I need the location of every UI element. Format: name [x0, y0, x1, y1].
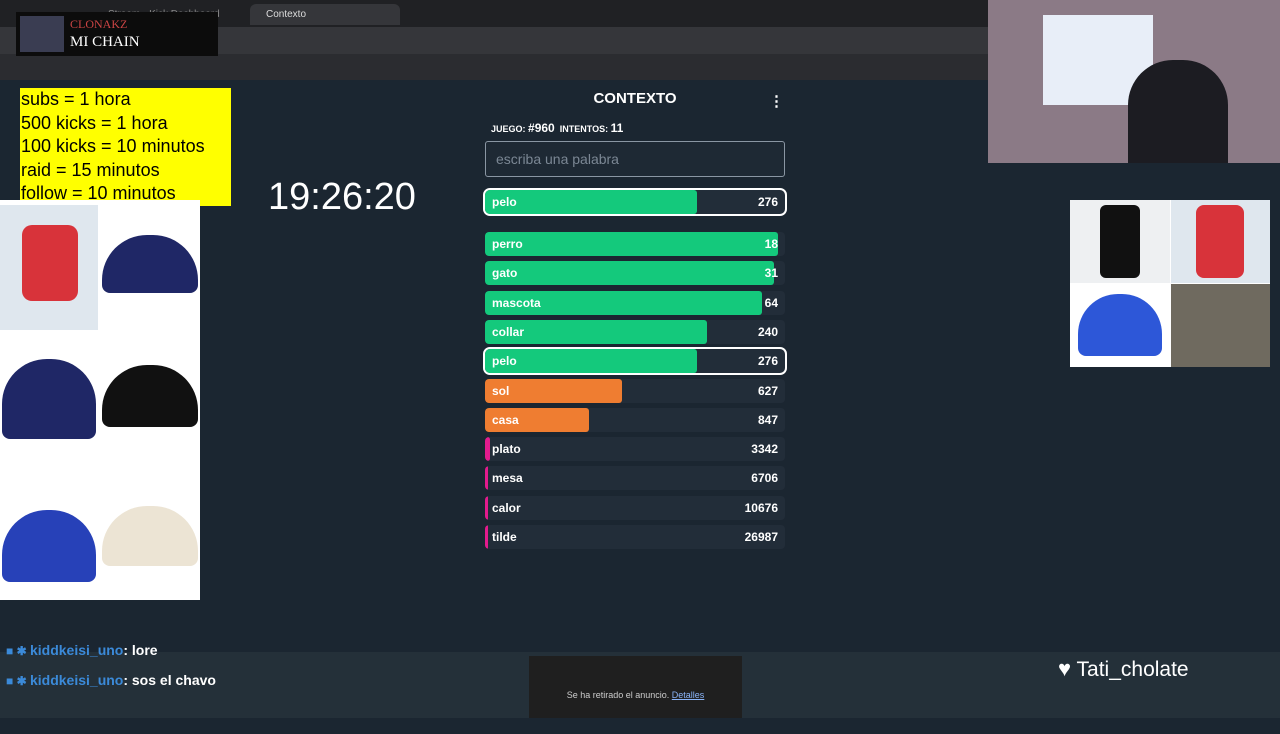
word-input[interactable]: escriba una palabra: [485, 141, 785, 177]
product-grid: [0, 200, 200, 600]
guess-row: calor 10676: [485, 495, 785, 520]
person: [1128, 60, 1228, 163]
distance-bar: [485, 407, 590, 432]
guess-row: mesa 6706: [485, 466, 785, 491]
tries: 11: [610, 121, 624, 135]
badges: ■ ✱: [6, 644, 30, 658]
guess-rank: 276: [757, 354, 778, 369]
goal-line: subs = 1 hora: [21, 89, 131, 109]
heart-icon: ♥: [1058, 656, 1072, 681]
song: MI CHAIN: [70, 34, 140, 50]
goal-line: follow = 10 minutos: [21, 183, 176, 203]
guess-word: collar: [492, 324, 525, 339]
now-playing: CLONAKZ MI CHAIN: [16, 12, 218, 56]
guess-row: mascota 64: [485, 290, 785, 315]
distance-bar: [485, 525, 488, 549]
guess-rank: 18: [764, 237, 778, 251]
guess-rank: 3342: [751, 442, 778, 457]
distance-bar: [485, 349, 698, 374]
streamer: ♥ Tati_cholate: [1058, 656, 1189, 682]
label: INTENTOS:: [559, 124, 609, 134]
guess-row: pelo 276: [483, 188, 787, 216]
guess-word: mascota: [492, 295, 541, 310]
goal-line: raid = 15 minutos: [21, 159, 160, 180]
distance-bar: [485, 290, 762, 315]
chat-message: ■ ✱ kiddkeisi_uno: lore: [6, 639, 216, 663]
chat-user[interactable]: kiddkeisi_uno: [29, 642, 124, 658]
guess-rank: 276: [757, 195, 778, 209]
guess-word: calor: [492, 500, 521, 515]
product-grid: [1070, 200, 1270, 367]
distance-bar: [485, 466, 488, 491]
guess-row: collar 240: [485, 319, 785, 344]
goal-line: 500 kicks = 1 hora: [21, 112, 168, 133]
goals: subs = 1 hora 500 kicks = 1 hora 100 kicks…: [20, 88, 231, 206]
menu[interactable]: ⋮: [769, 93, 784, 110]
bookmarks-bar: [0, 54, 990, 80]
timer: 19:26:20: [268, 176, 416, 218]
ad-notice: Se ha retirado el anuncio. Detalles: [529, 656, 742, 718]
guess-word: sol: [492, 383, 510, 398]
label: JUEGO:: [491, 124, 526, 134]
guess-rank: 847: [757, 412, 778, 427]
artist: CLONAKZ: [70, 17, 128, 31]
badges: ■ ✱: [6, 674, 30, 688]
chat-text: : lore: [123, 642, 158, 658]
guess-word: casa: [492, 412, 519, 427]
tab[interactable]: Contexto: [250, 4, 400, 25]
game-info: JUEGO: #960 INTENTOS: 11: [491, 121, 623, 135]
ad-link[interactable]: Detalles: [671, 690, 705, 700]
guess-rank: 627: [757, 383, 778, 398]
guess-row: plato 3342: [485, 437, 785, 462]
streamer-name: Tati_cholate: [1076, 658, 1189, 681]
guess-word: gato: [492, 266, 518, 281]
guess-row: pelo 276: [483, 347, 787, 376]
distance-bar: [485, 190, 698, 214]
distance-bar: [485, 232, 779, 256]
distance-bar: [485, 319, 708, 344]
guess-word: plato: [492, 442, 521, 457]
guess-rank: 10676: [744, 500, 778, 515]
guess-rank: 240: [757, 324, 778, 339]
guess-rank: 26987: [744, 530, 778, 544]
guess-word: pelo: [492, 195, 517, 209]
cover: [20, 16, 64, 52]
guess-row: sol 627: [485, 378, 785, 403]
game-title: CONTEXTO: [593, 90, 677, 107]
chat-user[interactable]: kiddkeisi_uno: [29, 672, 124, 688]
guess-row: perro 18: [485, 232, 785, 256]
guess-rank: 31: [764, 266, 778, 281]
guess-row: tilde 26987: [485, 525, 785, 549]
guess-word: mesa: [492, 471, 523, 486]
ad-text: Se ha retirado el anuncio.: [566, 690, 670, 700]
guess-row: casa 847: [485, 407, 785, 432]
game-number: #960: [528, 121, 555, 135]
guess-rank: 64: [764, 295, 778, 310]
chat-message: ■ ✱ kiddkeisi_uno: sos el chavo: [6, 669, 216, 693]
distance-bar: [485, 261, 774, 286]
guess-word: pelo: [492, 354, 517, 369]
guess-row: gato 31: [485, 261, 785, 286]
guess-rank: 6706: [751, 471, 778, 486]
webcam: [988, 0, 1280, 163]
chat-text: : sos el chavo: [123, 672, 216, 688]
distance-bar: [485, 437, 490, 462]
distance-bar: [485, 378, 622, 403]
guess-word: tilde: [492, 530, 517, 544]
guess-word: perro: [492, 237, 523, 251]
goal-line: 100 kicks = 10 minutos: [21, 136, 205, 156]
distance-bar: [485, 495, 488, 520]
